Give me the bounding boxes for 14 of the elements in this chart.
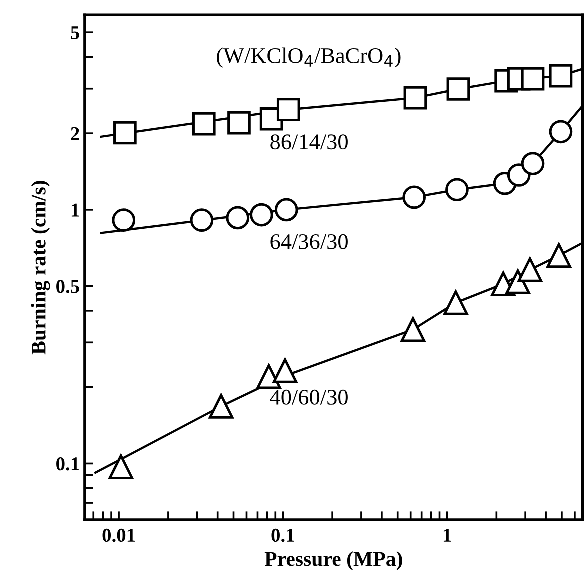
x-tick-label: 1 xyxy=(444,529,452,542)
y-tick-label: 0.5 xyxy=(56,280,80,294)
y-tick-label: 5 xyxy=(71,26,80,40)
y-axis-title: Burning rate (cm/s) xyxy=(31,181,50,355)
x-tick-label: 0.01 xyxy=(102,528,136,542)
series-label: 40/60/30 xyxy=(270,390,348,405)
y-tick-label: 2 xyxy=(71,127,80,140)
annotation: (W/KClO$_{4}$/BaCrO$_{4}$) xyxy=(217,48,401,68)
y-tick-label: 1 xyxy=(72,204,80,217)
y-tick-label: 0.1 xyxy=(56,458,80,471)
series-label: 86/14/30 xyxy=(270,134,348,150)
x-tick-label: 0.1 xyxy=(272,528,294,542)
x-axis-title: Pressure (MPa) xyxy=(264,552,402,570)
series-label: 64/36/30 xyxy=(270,234,348,250)
